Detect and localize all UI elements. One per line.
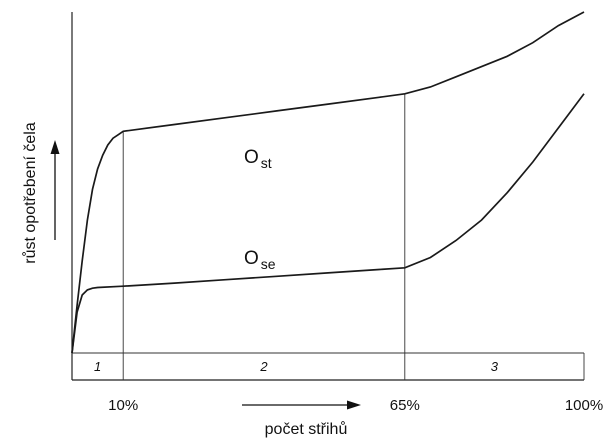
curves bbox=[71, 11, 585, 354]
region-label-1: 1 bbox=[94, 359, 101, 374]
x-tick-label-65: 65% bbox=[390, 397, 420, 414]
x-tick-label-100: 100% bbox=[565, 397, 603, 414]
region-label-2: 2 bbox=[259, 359, 268, 374]
y-axis-arrow-icon bbox=[50, 140, 60, 240]
x-tick-label-10: 10% bbox=[108, 397, 138, 414]
y-axis-label: růst opotřebení čela bbox=[21, 122, 39, 264]
phase-markers bbox=[122, 93, 406, 380]
series-label-se-main: O bbox=[244, 248, 259, 269]
series-label-st-sub: st bbox=[261, 155, 272, 171]
series-label-st-main: O bbox=[244, 147, 259, 168]
series-line-st bbox=[71, 11, 585, 354]
region-labels: 1 2 3 bbox=[94, 359, 499, 374]
series-line-se bbox=[71, 93, 585, 354]
x-axis-label: počet střihů bbox=[265, 420, 348, 438]
region-band bbox=[72, 352, 585, 381]
region-label-3: 3 bbox=[491, 359, 499, 374]
series-label-se-sub: se bbox=[261, 256, 276, 272]
x-tick-labels: 10% 65% 100% bbox=[108, 397, 603, 414]
x-axis-arrow-icon bbox=[242, 400, 361, 410]
